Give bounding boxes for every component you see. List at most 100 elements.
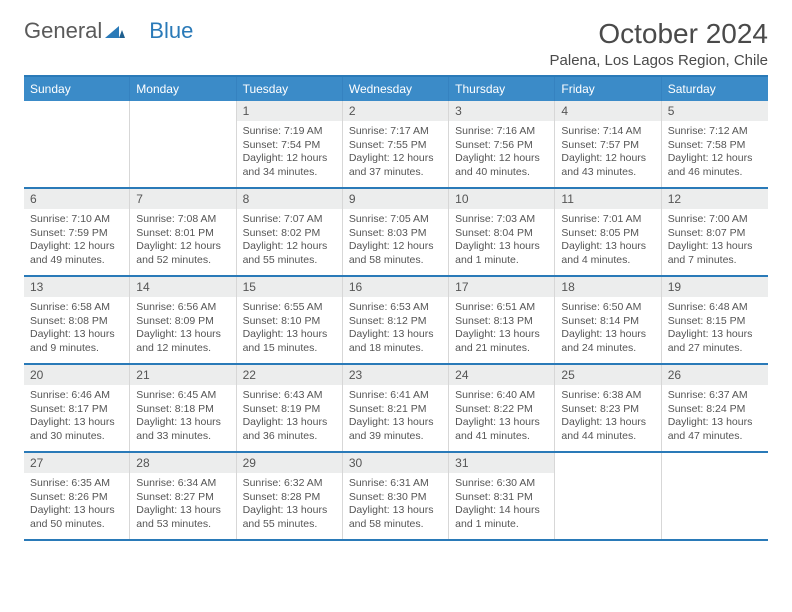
day-body: Sunrise: 6:40 AMSunset: 8:22 PMDaylight:… <box>449 385 554 450</box>
sunset-text: Sunset: 8:24 PM <box>668 403 762 417</box>
weekday-header: Saturday <box>662 77 768 101</box>
day-cell: 18Sunrise: 6:50 AMSunset: 8:14 PMDayligh… <box>555 277 661 363</box>
day-number: 12 <box>662 189 768 209</box>
day-cell: 17Sunrise: 6:51 AMSunset: 8:13 PMDayligh… <box>449 277 555 363</box>
sunrise-text: Sunrise: 6:35 AM <box>30 477 123 491</box>
sunset-text: Sunset: 8:21 PM <box>349 403 442 417</box>
day-body: Sunrise: 6:30 AMSunset: 8:31 PMDaylight:… <box>449 473 554 538</box>
day-number: 22 <box>237 365 342 385</box>
day-cell: 2Sunrise: 7:17 AMSunset: 7:55 PMDaylight… <box>343 101 449 187</box>
day-body: Sunrise: 6:38 AMSunset: 8:23 PMDaylight:… <box>555 385 660 450</box>
day-number: 16 <box>343 277 448 297</box>
sunset-text: Sunset: 8:30 PM <box>349 491 442 505</box>
day-cell: 31Sunrise: 6:30 AMSunset: 8:31 PMDayligh… <box>449 453 555 539</box>
sunset-text: Sunset: 8:17 PM <box>30 403 123 417</box>
day-cell: 6Sunrise: 7:10 AMSunset: 7:59 PMDaylight… <box>24 189 130 275</box>
sunset-text: Sunset: 8:12 PM <box>349 315 442 329</box>
daylight-text: Daylight: 12 hours and 46 minutes. <box>668 152 762 179</box>
day-cell: 7Sunrise: 7:08 AMSunset: 8:01 PMDaylight… <box>130 189 236 275</box>
daylight-text: Daylight: 12 hours and 40 minutes. <box>455 152 548 179</box>
sunset-text: Sunset: 8:04 PM <box>455 227 548 241</box>
daylight-text: Daylight: 13 hours and 55 minutes. <box>243 504 336 531</box>
daylight-text: Daylight: 12 hours and 49 minutes. <box>30 240 123 267</box>
sunrise-text: Sunrise: 7:10 AM <box>30 213 123 227</box>
day-body: Sunrise: 6:32 AMSunset: 8:28 PMDaylight:… <box>237 473 342 538</box>
sunset-text: Sunset: 8:02 PM <box>243 227 336 241</box>
day-body: Sunrise: 6:45 AMSunset: 8:18 PMDaylight:… <box>130 385 235 450</box>
day-cell: 12Sunrise: 7:00 AMSunset: 8:07 PMDayligh… <box>662 189 768 275</box>
sunset-text: Sunset: 7:55 PM <box>349 139 442 153</box>
daylight-text: Daylight: 13 hours and 12 minutes. <box>136 328 229 355</box>
day-cell: 11Sunrise: 7:01 AMSunset: 8:05 PMDayligh… <box>555 189 661 275</box>
day-cell: 15Sunrise: 6:55 AMSunset: 8:10 PMDayligh… <box>237 277 343 363</box>
sunrise-text: Sunrise: 6:37 AM <box>668 389 762 403</box>
day-body: Sunrise: 7:07 AMSunset: 8:02 PMDaylight:… <box>237 209 342 274</box>
daylight-text: Daylight: 13 hours and 44 minutes. <box>561 416 654 443</box>
sunset-text: Sunset: 8:26 PM <box>30 491 123 505</box>
week-row: 13Sunrise: 6:58 AMSunset: 8:08 PMDayligh… <box>24 277 768 365</box>
sunset-text: Sunset: 8:03 PM <box>349 227 442 241</box>
week-row: 27Sunrise: 6:35 AMSunset: 8:26 PMDayligh… <box>24 453 768 541</box>
header: General Blue October 2024 Palena, Los La… <box>24 18 768 69</box>
sunset-text: Sunset: 8:10 PM <box>243 315 336 329</box>
sunset-text: Sunset: 8:27 PM <box>136 491 229 505</box>
day-body: Sunrise: 6:35 AMSunset: 8:26 PMDaylight:… <box>24 473 129 538</box>
daylight-text: Daylight: 13 hours and 50 minutes. <box>30 504 123 531</box>
day-number: 4 <box>555 101 660 121</box>
daylight-text: Daylight: 13 hours and 53 minutes. <box>136 504 229 531</box>
day-number: 6 <box>24 189 129 209</box>
day-cell: 20Sunrise: 6:46 AMSunset: 8:17 PMDayligh… <box>24 365 130 451</box>
weekday-header: Thursday <box>449 77 555 101</box>
day-body: Sunrise: 7:14 AMSunset: 7:57 PMDaylight:… <box>555 121 660 186</box>
day-number: 23 <box>343 365 448 385</box>
day-cell: 4Sunrise: 7:14 AMSunset: 7:57 PMDaylight… <box>555 101 661 187</box>
day-cell: 21Sunrise: 6:45 AMSunset: 8:18 PMDayligh… <box>130 365 236 451</box>
day-number: 28 <box>130 453 235 473</box>
day-number: 30 <box>343 453 448 473</box>
day-body: Sunrise: 6:41 AMSunset: 8:21 PMDaylight:… <box>343 385 448 450</box>
sunrise-text: Sunrise: 6:48 AM <box>668 301 762 315</box>
logo-text-blue: Blue <box>149 18 193 44</box>
sunset-text: Sunset: 8:18 PM <box>136 403 229 417</box>
day-cell: 23Sunrise: 6:41 AMSunset: 8:21 PMDayligh… <box>343 365 449 451</box>
sunrise-text: Sunrise: 6:53 AM <box>349 301 442 315</box>
sunrise-text: Sunrise: 7:03 AM <box>455 213 548 227</box>
day-body: Sunrise: 7:01 AMSunset: 8:05 PMDaylight:… <box>555 209 660 274</box>
sunrise-text: Sunrise: 6:30 AM <box>455 477 548 491</box>
daylight-text: Daylight: 13 hours and 18 minutes. <box>349 328 442 355</box>
day-body: Sunrise: 7:10 AMSunset: 7:59 PMDaylight:… <box>24 209 129 274</box>
day-body: Sunrise: 6:37 AMSunset: 8:24 PMDaylight:… <box>662 385 768 450</box>
day-cell: 13Sunrise: 6:58 AMSunset: 8:08 PMDayligh… <box>24 277 130 363</box>
sunset-text: Sunset: 8:13 PM <box>455 315 548 329</box>
day-body: Sunrise: 7:03 AMSunset: 8:04 PMDaylight:… <box>449 209 554 274</box>
daylight-text: Daylight: 13 hours and 33 minutes. <box>136 416 229 443</box>
sunrise-text: Sunrise: 6:31 AM <box>349 477 442 491</box>
day-body: Sunrise: 6:46 AMSunset: 8:17 PMDaylight:… <box>24 385 129 450</box>
daylight-text: Daylight: 13 hours and 1 minute. <box>455 240 548 267</box>
sunrise-text: Sunrise: 7:05 AM <box>349 213 442 227</box>
weekday-header: Sunday <box>24 77 130 101</box>
day-number: 26 <box>662 365 768 385</box>
day-cell: 10Sunrise: 7:03 AMSunset: 8:04 PMDayligh… <box>449 189 555 275</box>
sunrise-text: Sunrise: 6:34 AM <box>136 477 229 491</box>
day-body: Sunrise: 6:58 AMSunset: 8:08 PMDaylight:… <box>24 297 129 362</box>
daylight-text: Daylight: 12 hours and 37 minutes. <box>349 152 442 179</box>
day-number: 19 <box>662 277 768 297</box>
location-text: Palena, Los Lagos Region, Chile <box>550 52 768 69</box>
day-cell: 22Sunrise: 6:43 AMSunset: 8:19 PMDayligh… <box>237 365 343 451</box>
sunset-text: Sunset: 8:08 PM <box>30 315 123 329</box>
day-number: 17 <box>449 277 554 297</box>
logo-mark-icon <box>105 18 125 44</box>
sunrise-text: Sunrise: 7:17 AM <box>349 125 442 139</box>
day-cell: 29Sunrise: 6:32 AMSunset: 8:28 PMDayligh… <box>237 453 343 539</box>
day-cell: 30Sunrise: 6:31 AMSunset: 8:30 PMDayligh… <box>343 453 449 539</box>
day-body: Sunrise: 6:31 AMSunset: 8:30 PMDaylight:… <box>343 473 448 538</box>
weeks-container: ..1Sunrise: 7:19 AMSunset: 7:54 PMDaylig… <box>24 101 768 541</box>
sunset-text: Sunset: 7:56 PM <box>455 139 548 153</box>
daylight-text: Daylight: 14 hours and 1 minute. <box>455 504 548 531</box>
day-body: Sunrise: 6:50 AMSunset: 8:14 PMDaylight:… <box>555 297 660 362</box>
daylight-text: Daylight: 13 hours and 24 minutes. <box>561 328 654 355</box>
sunset-text: Sunset: 8:15 PM <box>668 315 762 329</box>
sunrise-text: Sunrise: 7:19 AM <box>243 125 336 139</box>
day-cell: . <box>555 453 661 539</box>
